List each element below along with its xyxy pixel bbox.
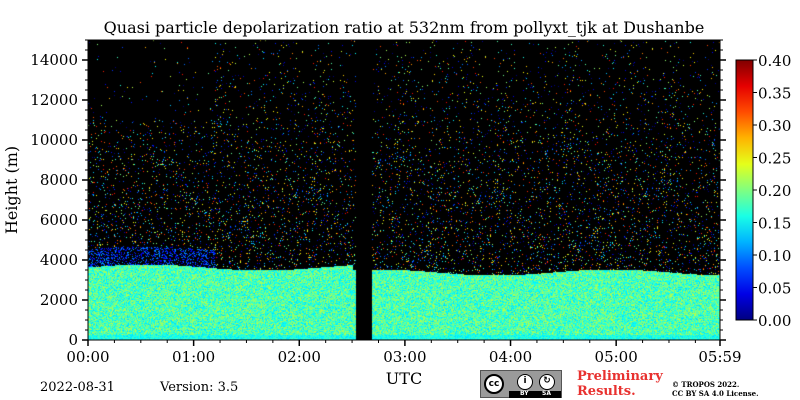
x-tick-label: 00:00 <box>66 348 109 366</box>
x-tick-label: 05:00 <box>595 348 638 366</box>
sa-label: SA <box>542 390 551 397</box>
colorbar-tick-label: 0.10 <box>758 247 791 265</box>
colorbar-gradient <box>735 59 754 321</box>
y-tick-label: 0 <box>68 331 78 349</box>
version-label: Version: 3.5 <box>160 380 239 395</box>
share-alike-icon: ↻ <box>539 374 555 390</box>
y-tick-label: 4000 <box>40 251 78 269</box>
colorbar-tick-label: 0.30 <box>758 117 791 135</box>
colorbar-tick-label: 0.15 <box>758 215 791 233</box>
y-tick-label: 6000 <box>40 211 78 229</box>
preliminary-line-2: Results. <box>577 384 636 399</box>
preliminary-notice: Preliminary Results. <box>577 369 663 399</box>
colorbar-tick-label: 0.20 <box>758 182 791 200</box>
preliminary-line-1: Preliminary <box>577 369 663 384</box>
attribution-icon: i <box>517 374 533 390</box>
x-tick-label: 01:00 <box>172 348 215 366</box>
license-line-2: CC BY SA 4.0 License. <box>672 389 759 398</box>
date-label: 2022-08-31 <box>40 380 115 395</box>
y-tick-label: 12000 <box>30 91 78 109</box>
colorbar-tick-label: 0.00 <box>758 312 791 330</box>
badge-strip <box>509 391 561 398</box>
colorbar-tick-label: 0.25 <box>758 150 791 168</box>
x-tick-label: 02:00 <box>278 348 321 366</box>
license-notice: © TROPOS 2022. CC BY SA 4.0 License. <box>672 380 759 398</box>
y-axis-label: Height (m) <box>2 146 21 234</box>
cc-license-badge: cc i ↻ BY SA <box>480 370 562 398</box>
x-axis-label: UTC <box>386 369 422 388</box>
cc-icon: cc <box>484 374 504 394</box>
axes: 0 2000 4000 6000 8000 10000 12000 14000 00:00 01:… <box>30 39 742 366</box>
license-line-1: © TROPOS 2022. <box>672 380 740 389</box>
y-tick-label: 8000 <box>40 171 78 189</box>
colorbar-tick-label: 0.40 <box>758 52 791 70</box>
x-tick-label: 04:00 <box>489 348 532 366</box>
x-tick-label: 05:59 <box>698 348 741 366</box>
y-tick-label: 10000 <box>30 131 78 149</box>
depolarization-raster <box>88 40 720 340</box>
x-tick-label: 03:00 <box>383 348 426 366</box>
y-tick-label: 14000 <box>30 51 78 69</box>
colorbar-tick-label: 0.35 <box>758 85 791 103</box>
y-tick-label: 2000 <box>40 291 78 309</box>
chart-title: Quasi particle depolarization ratio at 5… <box>104 18 705 37</box>
colorbar-tick-label: 0.05 <box>758 280 791 298</box>
by-label: BY <box>520 390 529 397</box>
colorbar: 0.00 0.05 0.10 0.15 0.20 0.25 0.30 0.35 0.40 <box>735 52 791 330</box>
plot-area <box>88 40 720 340</box>
